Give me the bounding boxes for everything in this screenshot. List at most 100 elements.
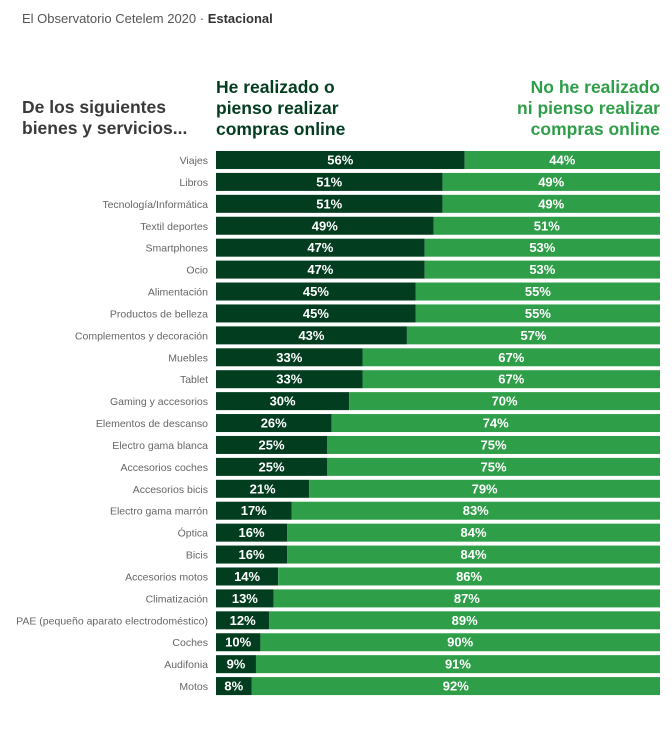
category-label: Climatización — [146, 593, 209, 605]
category-label: Motos — [179, 681, 208, 693]
bar-no — [278, 567, 660, 586]
data-label-yes: 16% — [239, 525, 265, 540]
bar-no — [331, 414, 660, 433]
bar-no — [287, 523, 660, 542]
data-label-no: 84% — [461, 547, 487, 562]
data-label-no: 75% — [480, 459, 506, 474]
bar-no — [424, 260, 660, 279]
category-label: Óptica — [178, 527, 209, 540]
category-label: Libros — [179, 177, 208, 189]
bar-yes — [216, 238, 425, 257]
data-label-no: 51% — [534, 218, 560, 233]
bar-yes — [216, 457, 327, 476]
data-label-no: 84% — [461, 525, 487, 540]
bar-yes — [216, 567, 279, 586]
data-label-yes: 21% — [250, 481, 276, 496]
bar-no — [269, 611, 660, 630]
bar-yes — [216, 523, 288, 542]
data-label-yes: 56% — [327, 153, 353, 168]
data-label-no: 49% — [538, 196, 564, 211]
bar-yes — [216, 545, 288, 564]
data-label-no: 44% — [549, 153, 575, 168]
header-prefix: El Observatorio Cetelem 2020 · — [22, 11, 208, 26]
category-label: Electro gama blanca — [112, 440, 208, 452]
data-label-no: 49% — [538, 174, 564, 189]
bar-no — [433, 216, 660, 235]
bar-no — [260, 633, 660, 652]
bar-no — [273, 589, 660, 608]
data-label-no: 55% — [525, 306, 551, 321]
bar-no — [406, 326, 660, 345]
category-label: Elementos de descanso — [96, 418, 208, 430]
bar-no — [424, 238, 660, 257]
bar-yes — [216, 282, 416, 301]
category-label: Productos de belleza — [110, 308, 208, 320]
data-label-yes: 12% — [230, 613, 256, 628]
bar-yes — [216, 216, 434, 235]
legend-no-line: No he realizado — [530, 77, 660, 97]
category-label: Alimentación — [148, 287, 208, 299]
data-label-yes: 13% — [232, 591, 258, 606]
data-label-no: 87% — [454, 591, 480, 606]
data-label-no: 67% — [498, 350, 524, 365]
bar-yes — [216, 611, 270, 630]
data-label-no: 90% — [447, 635, 473, 650]
data-label-yes: 25% — [258, 459, 284, 474]
data-label-yes: 33% — [276, 350, 302, 365]
bar-no — [309, 479, 660, 498]
bar-no — [442, 194, 660, 213]
legend-yes-line: He realizado o — [216, 77, 335, 97]
chart-question-line: De los siguientes — [22, 97, 166, 117]
bar-no — [362, 348, 660, 367]
data-label-no: 57% — [520, 328, 546, 343]
category-label: Complementos y decoración — [75, 330, 208, 342]
category-label: Tecnología/Informática — [102, 199, 208, 211]
data-label-yes: 16% — [239, 547, 265, 562]
bar-yes — [216, 589, 274, 608]
data-label-no: 75% — [480, 437, 506, 452]
bar-yes — [216, 348, 363, 367]
legend-yes-line: compras online — [216, 119, 346, 139]
category-label: Textil deportes — [140, 221, 208, 233]
bar-no — [464, 151, 660, 169]
bar-no — [327, 435, 660, 454]
bar-no — [415, 304, 660, 323]
data-label-yes: 47% — [307, 240, 333, 255]
data-label-yes: 30% — [270, 394, 296, 409]
category-label: Accesorios motos — [125, 571, 208, 583]
data-label-yes: 45% — [303, 284, 329, 299]
data-label-yes: 14% — [234, 569, 260, 584]
category-label: Coches — [172, 637, 208, 649]
category-label: Tablet — [180, 374, 208, 386]
legend-no-line: ni pienso realizar — [517, 98, 660, 118]
bar-no — [291, 501, 660, 520]
data-label-no: 86% — [456, 569, 482, 584]
bar-yes — [216, 304, 416, 323]
data-label-no: 53% — [529, 262, 555, 277]
bar-yes — [216, 501, 292, 520]
data-label-yes: 43% — [298, 328, 324, 343]
bar-yes — [216, 677, 252, 696]
bar-no — [327, 457, 660, 476]
data-label-yes: 25% — [258, 437, 284, 452]
bar-yes — [216, 414, 332, 433]
bar-yes — [216, 194, 443, 213]
data-label-no: 83% — [463, 503, 489, 518]
category-label: Ocio — [186, 265, 208, 277]
data-label-no: 67% — [498, 372, 524, 387]
data-label-yes: 47% — [307, 262, 333, 277]
category-label: Accesorios coches — [120, 462, 208, 474]
bar-yes — [216, 633, 261, 652]
bar-no — [251, 677, 660, 696]
bar-no — [287, 545, 660, 564]
bar-yes — [216, 326, 407, 345]
data-label-no: 92% — [443, 679, 469, 694]
category-label: Viajes — [180, 155, 208, 167]
category-label: Audifonia — [164, 659, 208, 671]
data-label-yes: 33% — [276, 372, 302, 387]
data-label-no: 79% — [472, 481, 498, 496]
data-label-no: 89% — [452, 613, 478, 628]
category-label: PAE (pequeño aparato electrodoméstico) — [16, 615, 208, 627]
data-label-yes: 9% — [227, 657, 246, 672]
